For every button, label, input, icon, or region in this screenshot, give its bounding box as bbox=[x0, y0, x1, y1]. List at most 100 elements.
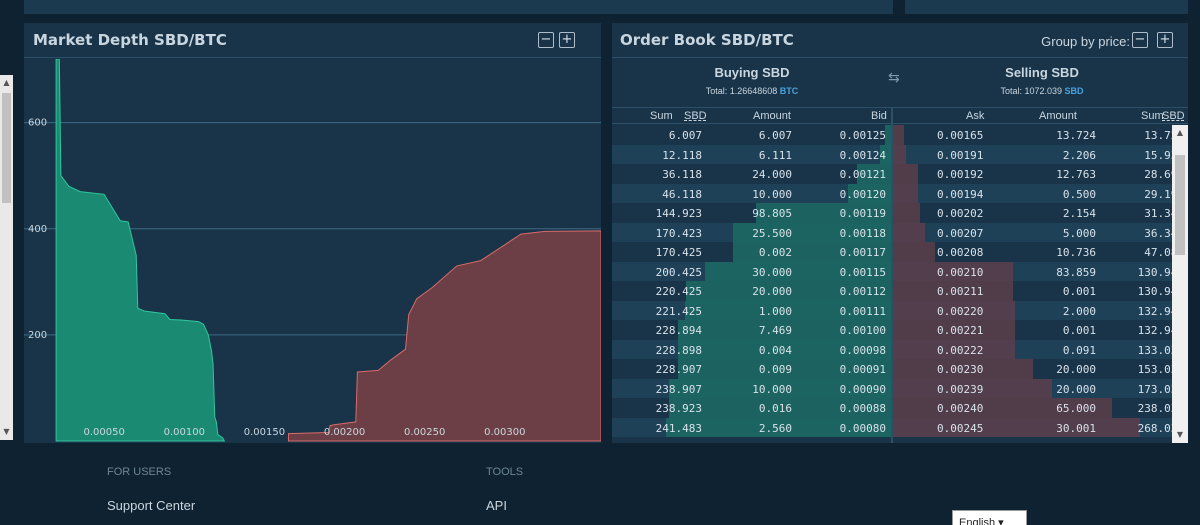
bid-depth-bar bbox=[885, 125, 891, 145]
bid-price-cell: 0.00124 bbox=[839, 148, 886, 162]
bid-depth-bar bbox=[668, 398, 891, 418]
scroll-down-icon[interactable]: ▼ bbox=[1176, 430, 1184, 439]
table-row[interactable]: 228.894 7.469 0.00100 0.00221 0.001 132.944 bbox=[612, 320, 1172, 340]
for-users-heading: FOR USERS bbox=[107, 466, 172, 478]
upper-panel-edge bbox=[24, 0, 893, 14]
bid-price-cell: 0.00120 bbox=[839, 187, 886, 201]
minus-icon[interactable]: − bbox=[1132, 32, 1148, 48]
swap-arrows-icon[interactable]: ⇆ bbox=[888, 70, 900, 86]
ask-depth-bar bbox=[891, 281, 1013, 301]
ask-depth-bar bbox=[891, 203, 921, 223]
bid-price-cell: 0.00118 bbox=[839, 226, 886, 240]
bid-amount-cell: 7.469 bbox=[758, 324, 792, 337]
ask-price-cell: 0.00191 bbox=[937, 148, 984, 162]
ask-depth-bar bbox=[891, 378, 1052, 398]
table-row[interactable]: 228.898 0.004 0.00098 0.00222 0.091 133.035 bbox=[612, 339, 1172, 359]
table-row[interactable]: 6.007 6.007 0.00125 0.00165 13.724 13.724 bbox=[612, 125, 1172, 145]
ask-amount-cell: 20.000 bbox=[1056, 363, 1096, 376]
ask-price-cell: 0.00208 bbox=[937, 246, 984, 259]
bid-amount-cell: 2.560 bbox=[758, 421, 792, 435]
ask-amount-cell: 65.000 bbox=[1056, 402, 1096, 415]
table-row[interactable]: 170.425 0.002 0.00117 0.00208 10.736 47.083 bbox=[612, 242, 1172, 262]
table-row[interactable]: 170.423 25.500 0.00118 0.00207 5.000 36.347 bbox=[612, 222, 1172, 242]
support-center-link[interactable]: Support Center bbox=[107, 498, 196, 513]
ask-amount-cell: 2.154 bbox=[1062, 207, 1096, 220]
selling-total-currency: SBD bbox=[1064, 86, 1084, 96]
table-row[interactable]: 221.425 1.000 0.00111 0.00220 2.000 132.943 bbox=[612, 300, 1172, 320]
bid-sum-cell: 12.118 bbox=[662, 148, 702, 162]
ask-depth-bar bbox=[891, 222, 925, 242]
minus-icon[interactable]: − bbox=[538, 32, 554, 48]
bid-sum-cell: 36.118 bbox=[662, 168, 702, 181]
table-row[interactable]: 228.907 0.009 0.00091 0.00230 20.000 153.035 bbox=[612, 359, 1172, 379]
y-tick-label: 400 bbox=[28, 224, 47, 235]
bid-depth-bar bbox=[704, 261, 891, 281]
ask-price-cell: 0.00211 bbox=[937, 285, 984, 298]
group-by-price-label: Group by price: bbox=[1041, 34, 1130, 49]
bid-sum-cell: 238.907 bbox=[655, 382, 702, 396]
ask-price-cell: 0.00202 bbox=[937, 207, 984, 220]
bid-sum-cell: 238.923 bbox=[655, 402, 702, 415]
footer: FOR USERS Support Center TOOLS API Engli… bbox=[0, 448, 1200, 525]
bid-amount-cell: 0.009 bbox=[758, 363, 792, 376]
scroll-down-icon[interactable]: ▼ bbox=[3, 427, 10, 436]
ask-sum-cell: 15.930 bbox=[1144, 148, 1172, 162]
bid-sum-cell: 170.423 bbox=[655, 226, 702, 240]
ask-amount-cell: 2.206 bbox=[1062, 148, 1096, 162]
bid-depth-bar bbox=[678, 339, 891, 359]
selling-total: Total: 1072.039 SBD bbox=[902, 86, 1182, 96]
ask-sum-cell: 13.724 bbox=[1144, 129, 1172, 142]
bid-amount-cell: 6.007 bbox=[758, 129, 792, 142]
table-row[interactable]: 144.923 98.805 0.00119 0.00202 2.154 31.347 bbox=[612, 203, 1172, 223]
scroll-up-icon[interactable]: ▲ bbox=[1176, 128, 1184, 137]
api-link[interactable]: API bbox=[486, 498, 507, 513]
order-book-panel: Order Book SBD/BTC Group by price: − + B… bbox=[612, 23, 1188, 443]
col-sum-unit[interactable]: SBD bbox=[684, 110, 707, 122]
table-row[interactable]: 36.118 24.000 0.00121 0.00192 12.763 28.693 bbox=[612, 164, 1172, 184]
bid-price-cell: 0.00090 bbox=[839, 382, 886, 396]
bid-sum-cell: 221.425 bbox=[655, 304, 702, 318]
bid-amount-cell: 10.000 bbox=[752, 382, 792, 396]
bid-price-cell: 0.00117 bbox=[839, 246, 886, 259]
ask-depth-bar bbox=[891, 261, 1013, 281]
bid-sum-cell: 228.894 bbox=[655, 324, 702, 337]
ask-sum-cell: 130.943 bbox=[1137, 285, 1172, 298]
col-sum: Sum bbox=[1141, 110, 1164, 122]
bid-price-cell: 0.00112 bbox=[839, 285, 886, 298]
bid-amount-cell: 20.000 bbox=[752, 285, 792, 298]
col-amount: Amount bbox=[753, 110, 791, 122]
plus-icon[interactable]: + bbox=[559, 32, 575, 48]
bid-amount-cell: 98.805 bbox=[752, 207, 792, 220]
order-book-rows: 6.007 6.007 0.00125 0.00165 13.724 13.724 12.1… bbox=[612, 125, 1172, 443]
col-sum-unit[interactable]: SBD bbox=[1162, 110, 1185, 122]
bid-sum-cell: 6.007 bbox=[668, 129, 702, 142]
left-scrollbar[interactable]: ▲ ▼ bbox=[0, 75, 13, 440]
table-row[interactable]: 220.425 20.000 0.00112 0.00211 0.001 130.943 bbox=[612, 281, 1172, 301]
ask-price-cell: 0.00239 bbox=[937, 382, 984, 396]
bid-depth-bar bbox=[732, 222, 891, 242]
depth-chart: 200 400 600 0.00050 0.00100 0.00150 0.00200 0.0… bbox=[24, 58, 602, 443]
ask-depth-bar bbox=[891, 300, 1015, 320]
plus-icon[interactable]: + bbox=[1157, 32, 1173, 48]
upper-panel-edge bbox=[905, 0, 1188, 14]
bid-depth-bar bbox=[732, 242, 891, 262]
y-tick-label: 200 bbox=[28, 330, 47, 341]
table-row[interactable]: 238.923 0.016 0.00088 0.00240 65.000 238.035 bbox=[612, 398, 1172, 418]
panel-title: Market Depth SBD/BTC bbox=[33, 31, 227, 49]
buying-total-value: Total: 1.26648608 bbox=[705, 86, 778, 96]
scrollbar-thumb[interactable] bbox=[2, 93, 11, 203]
scrollbar-thumb[interactable] bbox=[1175, 155, 1185, 255]
ask-amount-cell: 83.859 bbox=[1056, 265, 1096, 279]
ask-price-cell: 0.00210 bbox=[937, 265, 984, 279]
language-select[interactable]: English ▾ bbox=[952, 510, 1027, 525]
bid-price-cell: 0.00100 bbox=[839, 324, 886, 337]
bid-amount-cell: 0.004 bbox=[758, 343, 792, 357]
order-book-scrollbar[interactable]: ▲ ▼ bbox=[1172, 125, 1188, 443]
ask-amount-cell: 0.500 bbox=[1062, 187, 1096, 201]
scroll-up-icon[interactable]: ▲ bbox=[3, 78, 10, 87]
ask-price-cell: 0.00192 bbox=[937, 168, 984, 181]
bid-depth-bar bbox=[756, 203, 891, 223]
ask-depth-bar bbox=[891, 417, 1141, 437]
x-tick-label: 0.00250 bbox=[404, 427, 445, 438]
ask-sum-cell: 238.035 bbox=[1137, 402, 1172, 415]
